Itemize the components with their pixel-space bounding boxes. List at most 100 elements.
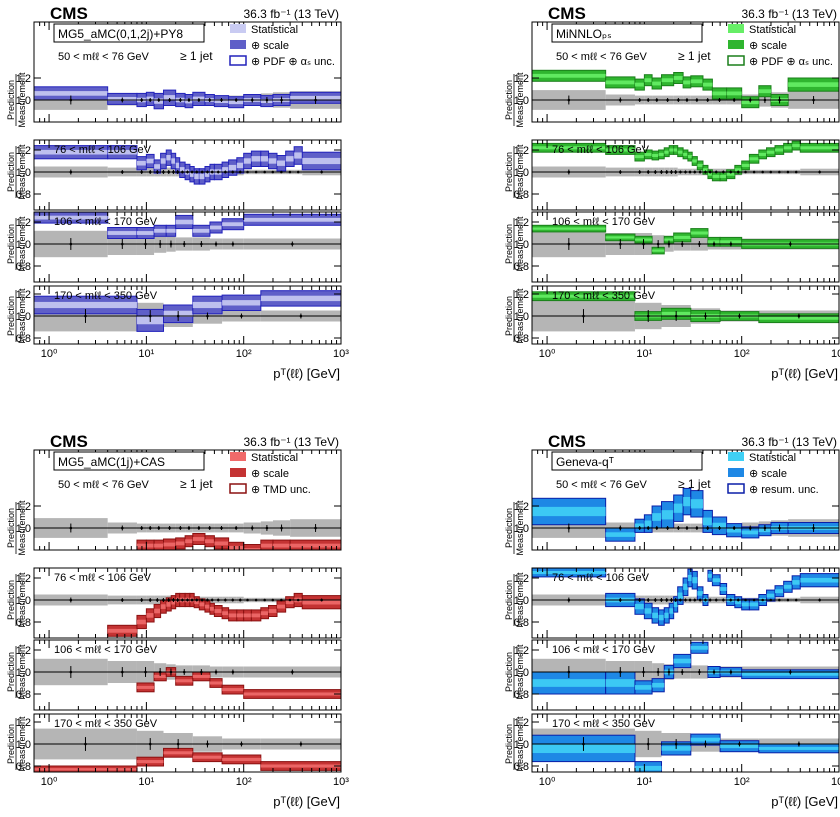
prediction-stat-band xyxy=(742,530,759,534)
data-point xyxy=(568,671,571,674)
data-point xyxy=(201,599,204,602)
data-point xyxy=(320,599,323,602)
prediction-stat-band xyxy=(199,174,205,179)
y-axis-label: Prediction Measurement xyxy=(504,500,525,556)
prediction-stat-band xyxy=(635,83,644,87)
data-point xyxy=(239,171,242,174)
data-point xyxy=(668,243,671,246)
data-point xyxy=(642,671,645,674)
y-label-bottom: Measurement xyxy=(17,216,27,272)
data-point xyxy=(156,171,159,174)
prediction-stat-band xyxy=(788,82,839,87)
prediction-stat-band xyxy=(606,532,635,537)
lumi-label: 36.3 fb⁻¹ (13 TeV) xyxy=(742,7,838,21)
data-point xyxy=(684,599,687,602)
y-label-top: Prediction xyxy=(6,224,16,264)
data-point xyxy=(140,599,143,602)
prediction-stat-band xyxy=(222,300,261,305)
cms-label: CMS xyxy=(50,4,88,23)
data-point xyxy=(170,243,173,246)
prediction-stat-band xyxy=(662,78,674,82)
y-axis-label: Prediction Measurement xyxy=(504,644,525,700)
prediction-stat-band xyxy=(692,577,697,583)
data-point xyxy=(168,99,171,102)
prediction-stat-band xyxy=(176,541,185,545)
data-point xyxy=(778,99,781,102)
prediction-stat-band xyxy=(708,574,712,578)
prediction-stat-band xyxy=(164,543,176,547)
prediction-stat-band xyxy=(205,605,210,609)
prediction-stat-band xyxy=(652,82,661,86)
data-point xyxy=(647,527,650,530)
x-tick-label: 10² xyxy=(236,348,252,360)
y-label-top: Prediction xyxy=(504,724,514,764)
data-point xyxy=(744,171,747,174)
prediction-stat-band xyxy=(194,174,199,179)
data-point xyxy=(177,743,180,746)
generator-box: MG5_aMC(0,1,2j)+PY8 xyxy=(54,24,204,42)
data-point xyxy=(206,315,209,318)
prediction-stat-band xyxy=(261,764,341,767)
ratio-panel-3: 0.8 1.0 1.2Prediction Measurement 106 < mℓℓ … xyxy=(504,212,839,282)
data-point xyxy=(208,527,211,530)
data-point xyxy=(181,599,184,602)
data-point xyxy=(215,671,218,674)
data-point xyxy=(761,599,764,602)
prediction-stat-band xyxy=(269,158,277,163)
generator-label: MG5_aMC(1j)+CAS xyxy=(58,455,165,469)
ratio-panel-4: 0.81.01.2Prediction Measurement 170 < mℓℓ … xyxy=(6,286,341,345)
legend-label: ⊕ PDF ⊕ αₛ unc. xyxy=(251,56,335,68)
legend-label: Statistical xyxy=(251,452,298,464)
data-point xyxy=(206,743,209,746)
prediction-stat-band xyxy=(261,156,269,161)
prediction-stat-band xyxy=(532,74,606,78)
y-label-top: Prediction xyxy=(504,508,514,548)
data-point xyxy=(729,599,732,602)
y-label-bottom: Measurement xyxy=(515,572,525,628)
generator-box: MiNNLOₚₛ xyxy=(552,24,702,42)
cms-label: CMS xyxy=(50,432,88,451)
prediction-stat-band xyxy=(251,156,260,161)
data-point xyxy=(778,171,781,174)
data-point xyxy=(232,243,235,246)
data-point xyxy=(818,171,821,174)
data-point xyxy=(568,527,571,530)
prediction-stat-band xyxy=(712,91,726,95)
data-point xyxy=(198,99,201,102)
prediction-stat-band xyxy=(161,604,167,609)
data-point xyxy=(149,315,152,318)
ratio-panel-4: 0.81.01.2Prediction Measurement 170 < mℓℓ … xyxy=(504,714,839,775)
y-axis-label: Prediction Measurement xyxy=(504,216,525,272)
lumi-label: 36.3 fb⁻¹ (13 TeV) xyxy=(244,7,340,21)
data-point xyxy=(149,99,152,102)
legend-swatch xyxy=(728,484,744,493)
data-point xyxy=(619,171,622,174)
ratio-panel-2: 0.81.01.2Prediction Measurement 76 < mℓℓ <… xyxy=(504,568,839,638)
data-point xyxy=(232,671,235,674)
prediction-stat-band xyxy=(290,544,341,548)
data-point xyxy=(681,671,684,674)
y-label-bottom: Measurement xyxy=(515,644,525,700)
legend-label: Statistical xyxy=(251,24,298,36)
prediction-stat-band xyxy=(683,497,691,506)
data-point xyxy=(722,599,725,602)
panel-content xyxy=(532,225,839,257)
prediction-stat-band xyxy=(237,163,244,168)
data-point xyxy=(568,171,571,174)
prediction-stat-band xyxy=(146,613,154,618)
data-point xyxy=(149,599,152,602)
data-point xyxy=(121,171,124,174)
data-point xyxy=(679,599,682,602)
generator-label: MG5_aMC(0,1,2j)+PY8 xyxy=(58,27,183,41)
x-tick-label: 10¹ xyxy=(636,776,652,788)
prediction-stat-band xyxy=(775,148,784,151)
data-point xyxy=(787,599,790,602)
y-label-top: Prediction xyxy=(504,580,514,620)
data-point xyxy=(764,527,767,530)
panel-content xyxy=(34,659,341,699)
data-point xyxy=(176,171,179,174)
y-label-bottom: Measurement xyxy=(515,716,525,772)
legend-swatch xyxy=(728,452,744,461)
prediction-stat-band xyxy=(108,629,137,633)
